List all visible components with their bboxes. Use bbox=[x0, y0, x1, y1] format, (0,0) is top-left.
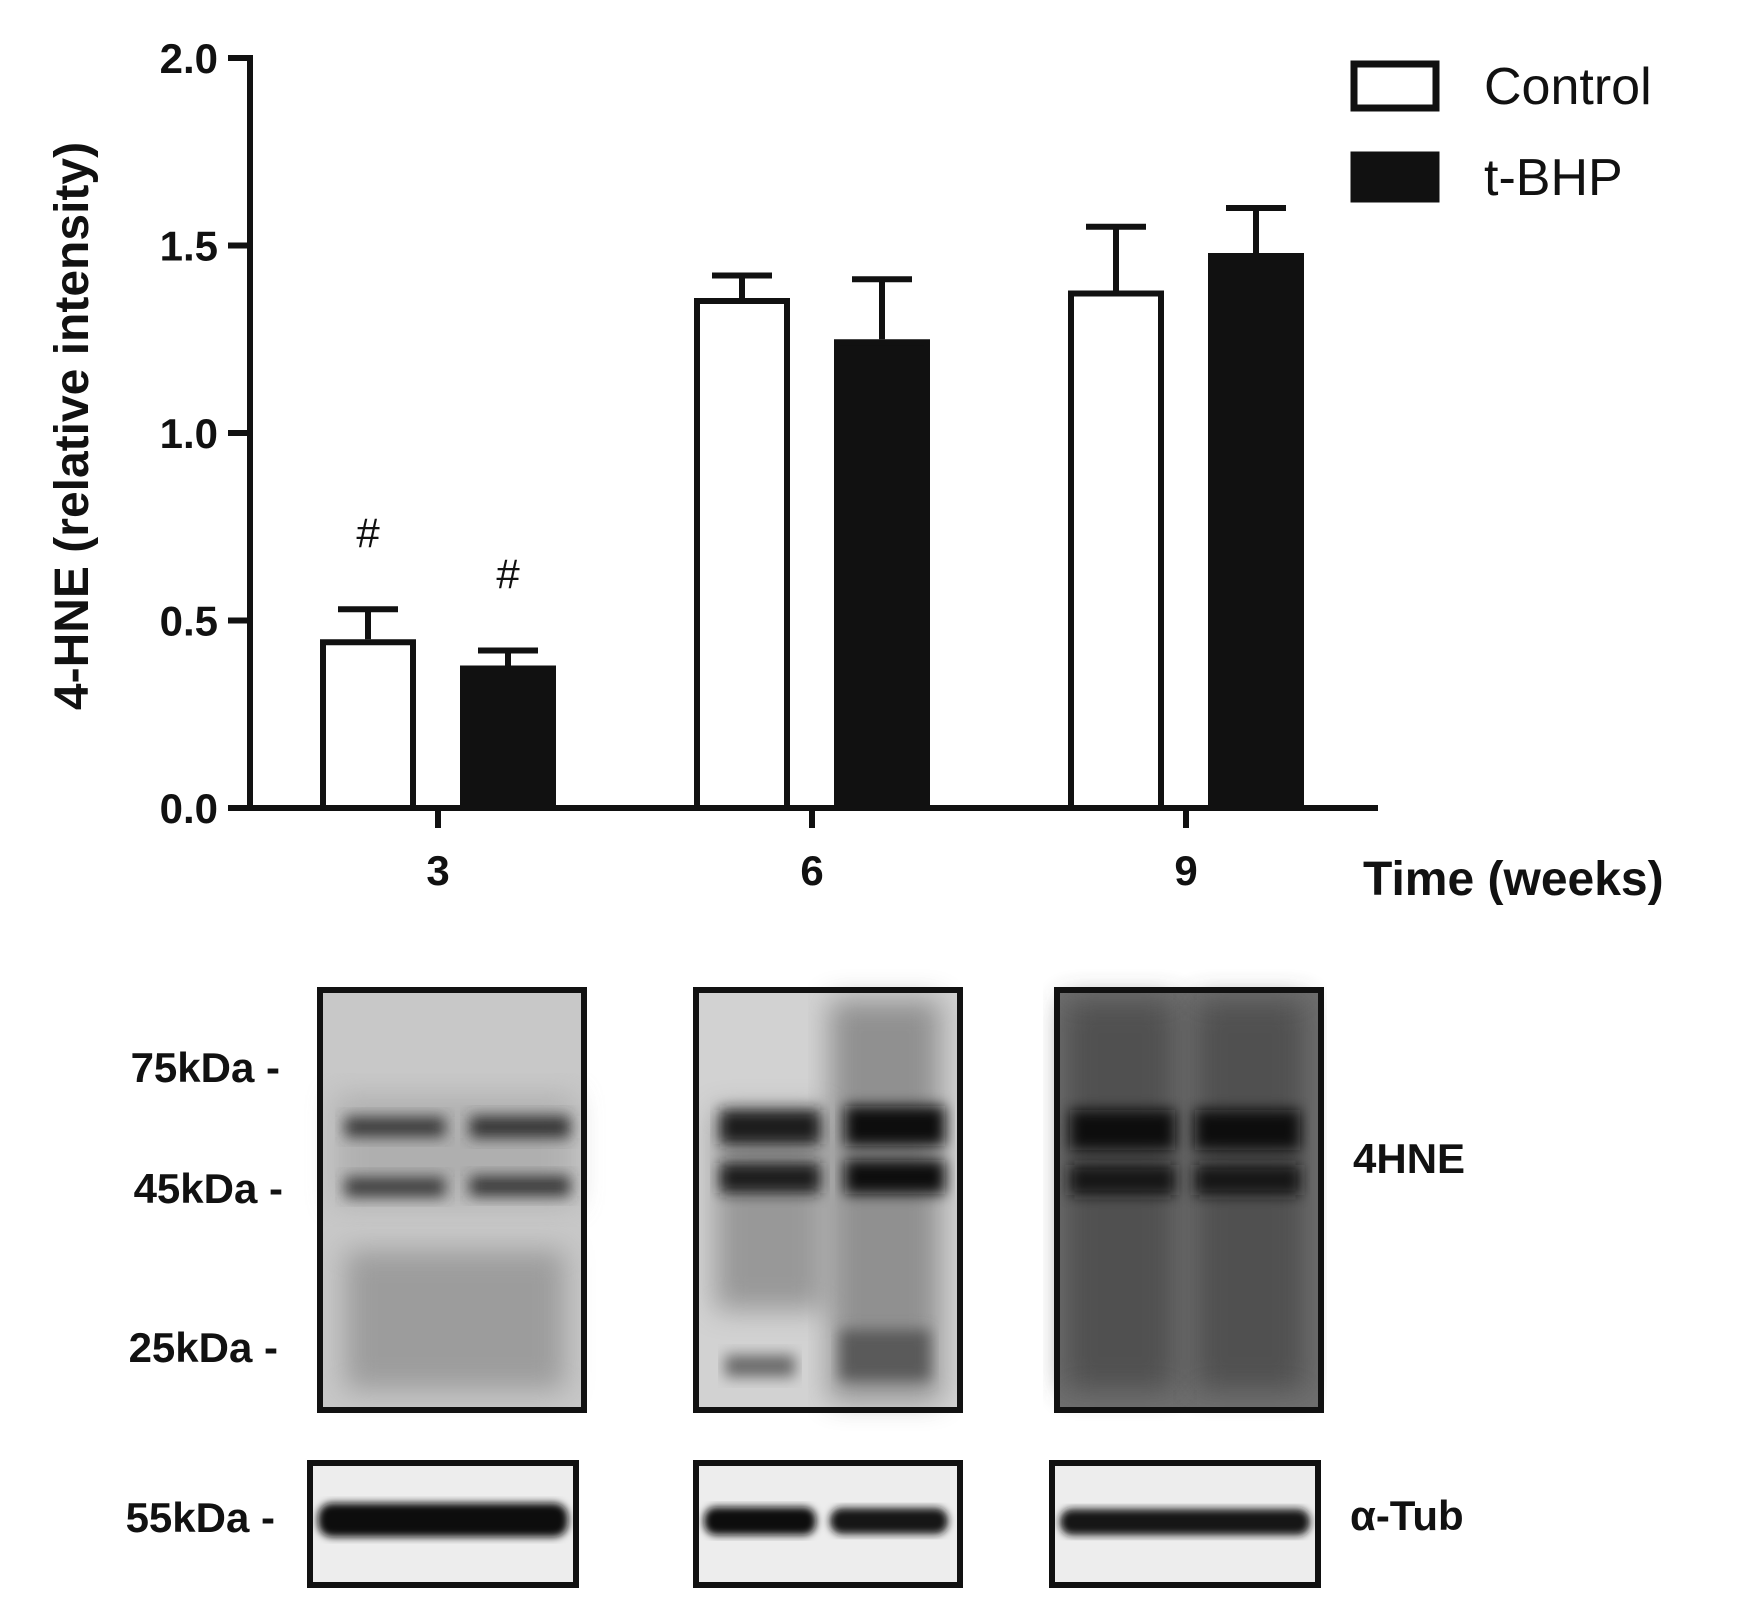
marker-45kda: 45kDa - bbox=[134, 1165, 283, 1212]
bar-control-6 bbox=[694, 298, 790, 811]
western-blot-panel: 75kDa - 45kDa - 25kDa - 55kDa - 4HNE α-T… bbox=[126, 987, 1465, 1588]
x-axis-ticks: 3 6 9 bbox=[426, 808, 1198, 894]
y-tick-label: 1.5 bbox=[160, 223, 218, 270]
significance-marker: # bbox=[356, 509, 380, 556]
bar-control-9 bbox=[1068, 290, 1164, 811]
y-tick-label: 0.5 bbox=[160, 598, 218, 645]
x-tick-label: 3 bbox=[426, 847, 449, 894]
blot-tub-9-weeks bbox=[1049, 1460, 1321, 1588]
blot-tub-6-weeks bbox=[693, 1460, 963, 1588]
blot-tub-3-weeks bbox=[307, 1460, 579, 1588]
legend-swatch-control bbox=[1350, 60, 1440, 112]
legend-label: t-BHP bbox=[1484, 149, 1623, 207]
legend: Control t-BHP bbox=[1350, 58, 1652, 207]
bars: ## bbox=[320, 205, 1304, 811]
x-tick-label: 6 bbox=[800, 847, 823, 894]
x-tick-label: 9 bbox=[1174, 847, 1197, 894]
y-tick-label: 1.0 bbox=[160, 410, 218, 457]
blot-4hne-6-weeks bbox=[693, 987, 963, 1413]
marker-55kda: 55kDa - bbox=[126, 1494, 275, 1541]
legend-label: Control bbox=[1484, 58, 1652, 116]
blot-4hne-3-weeks bbox=[317, 987, 587, 1413]
bar-t-bhp-9 bbox=[1208, 253, 1304, 811]
label-4hne: 4HNE bbox=[1353, 1135, 1465, 1182]
bar-control-3 bbox=[320, 639, 416, 811]
bar-t-bhp-6 bbox=[834, 339, 930, 811]
marker-75kda: 75kDa - bbox=[131, 1044, 280, 1091]
label-alpha-tub: α-Tub bbox=[1350, 1492, 1464, 1539]
y-axis-title: 4-HNE (relative intensity) bbox=[46, 142, 99, 710]
y-tick-label: 0.0 bbox=[160, 785, 218, 832]
y-tick-label: 2.0 bbox=[160, 35, 218, 82]
x-axis-title: Time (weeks) bbox=[1363, 853, 1664, 906]
marker-25kda: 25kDa - bbox=[129, 1324, 278, 1371]
y-axis-ticks: 0.0 0.5 1.0 1.5 2.0 bbox=[160, 35, 250, 832]
legend-swatch-t-bhp bbox=[1350, 151, 1440, 203]
blot-4hne-9-weeks bbox=[1054, 987, 1324, 1413]
significance-marker: # bbox=[496, 551, 520, 598]
bar-t-bhp-3 bbox=[460, 665, 556, 811]
